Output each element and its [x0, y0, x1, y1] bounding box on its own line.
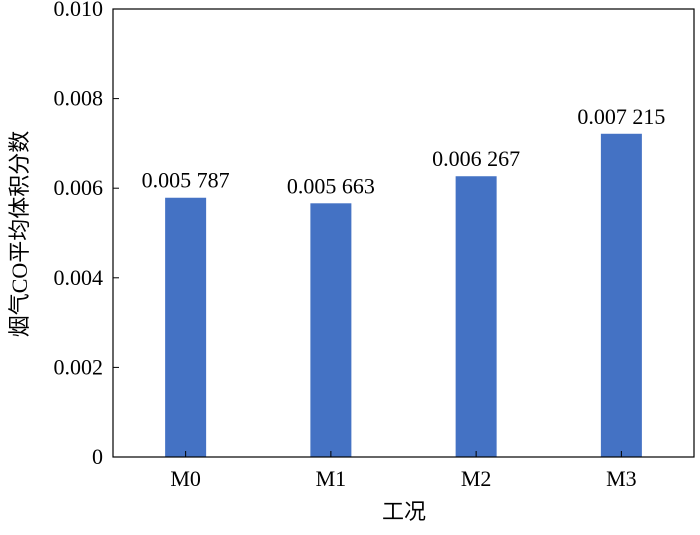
x-tick-label-m2: M2 — [461, 466, 492, 491]
data-label-m0: 0.005 787 — [142, 168, 230, 193]
y-tick-label: 0.002 — [54, 354, 104, 379]
x-axis-title: 工况 — [382, 499, 426, 524]
y-tick-label: 0 — [92, 444, 103, 469]
plot-frame — [112, 8, 695, 458]
y-tick-label: 0.010 — [54, 0, 104, 21]
bar-m0 — [165, 197, 207, 458]
x-tick-label-m3: M3 — [606, 466, 637, 491]
bars-layer — [165, 133, 642, 458]
bar-m2 — [455, 176, 497, 458]
y-tick-label: 0.006 — [54, 175, 104, 200]
data-label-m1: 0.005 663 — [287, 173, 375, 198]
data-label-m2: 0.006 267 — [432, 146, 520, 171]
y-tick-label: 0.004 — [54, 265, 104, 290]
data-label-m3: 0.007 215 — [577, 104, 665, 129]
y-axis-title: 烟气CO平均体积分数 — [7, 131, 32, 338]
y-tick-label: 0.008 — [54, 86, 104, 111]
bar-m3 — [600, 133, 642, 457]
data-labels-layer: 0.005 787 0.005 663 0.006 267 0.007 215 — [142, 104, 666, 199]
bar-m1 — [310, 203, 352, 457]
x-tick-label-m0: M0 — [170, 466, 201, 491]
x-tick-label-m1: M1 — [316, 466, 347, 491]
axes-layer: M0 M1 M2 M3 0 0.002 0.004 0.006 0.008 0.010 — [54, 0, 695, 491]
